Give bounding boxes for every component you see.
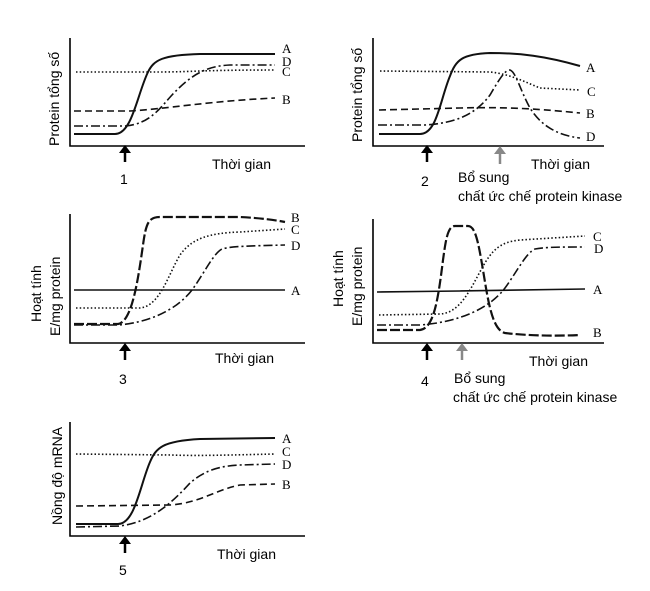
panel-3-label-D: D	[291, 238, 300, 253]
panel-2-note-line2: chất ức chế protein kinase	[458, 188, 622, 204]
panel-2-arrow-icon	[421, 145, 433, 162]
panel-2-inhibitor-arrow-icon	[494, 146, 506, 164]
panel-2-axes	[372, 38, 604, 147]
panel-5-number: 5	[119, 562, 127, 578]
panel-3-ylabel-line2: E/mg protein	[47, 257, 63, 336]
panel-4: Hoạt tính E/mg protein C D A B Thời gian…	[330, 219, 617, 405]
panel-4-note-line2: chất ức chế protein kinase	[453, 389, 617, 405]
panel-4-curve-D	[377, 246, 586, 326]
panel-3-curve-D	[74, 244, 286, 326]
panel-1-curve-D	[74, 64, 275, 127]
panel-5-label-B: B	[282, 477, 291, 492]
panel-1-curve-A	[74, 53, 275, 135]
panel-5-curve-C	[75, 453, 276, 457]
panel-2-curve-B	[378, 106, 581, 114]
panel-2-ylabel: Protein tổng số	[349, 48, 365, 142]
panel-2-label-B: B	[586, 106, 595, 121]
panel-4-axes	[372, 219, 604, 344]
panel-5: Nồng độ mRNA A C D B Thời gian 5	[49, 422, 305, 578]
panel-3-label-C: C	[291, 222, 300, 237]
panel-2-number: 2	[421, 173, 429, 189]
panel-2-label-C: C	[587, 84, 596, 99]
panel-2-curve-D	[378, 69, 581, 139]
panel-1-arrow-icon	[119, 145, 131, 162]
panel-1-xlabel: Thời gian	[212, 156, 271, 172]
panel-1-curve-B	[74, 97, 276, 112]
panel-4-label-B: B	[593, 325, 602, 340]
panel-1-label-D: D	[282, 54, 291, 69]
panel-5-axes	[69, 422, 305, 537]
panel-3-number: 3	[119, 371, 127, 387]
panel-1: Protein tổng số A D C B Thời gian 1	[46, 38, 305, 187]
panel-5-ylabel: Nồng độ mRNA	[49, 426, 65, 525]
panel-5-label-A: A	[282, 431, 292, 446]
panel-3-axes	[69, 214, 305, 344]
panel-4-curve-B	[377, 224, 581, 337]
panel-3-xlabel: Thời gian	[215, 350, 274, 366]
panel-4-inhibitor-arrow-icon	[456, 343, 468, 360]
panel-5-arrow-icon	[119, 536, 131, 553]
panel-1-label-B: B	[282, 92, 291, 107]
panel-3-curve-C	[76, 228, 286, 309]
panel-4-ylabel-line2: E/mg protein	[349, 247, 365, 326]
panel-1-label-C: C	[282, 64, 291, 79]
panel-5-curve-B	[75, 483, 276, 507]
panel-5-curve-A	[76, 437, 276, 525]
panel-5-xlabel: Thời gian	[217, 546, 276, 562]
panel-2-label-D: D	[586, 129, 595, 144]
panel-4-curve-A	[376, 288, 586, 293]
panel-4-note-line1: Bổ sung	[454, 370, 505, 386]
panel-4-xlabel: Thời gian	[529, 353, 588, 369]
panel-2-label-A: A	[586, 60, 596, 75]
panel-1-axes	[69, 38, 305, 147]
panel-4-ylabel-line1: Hoạt tính	[330, 250, 346, 307]
panel-3-ylabel-line1: Hoạt tính	[28, 265, 44, 322]
panel-2-note-line1: Bổ sung	[458, 169, 509, 185]
panel-3-label-A: A	[291, 283, 301, 298]
panel-1-curve-C	[76, 69, 276, 73]
panel-2-curve-A	[379, 51, 581, 135]
panel-4-arrow-icon	[421, 343, 433, 360]
panel-5-label-C: C	[282, 444, 291, 459]
panel-2-xlabel: Thời gian	[531, 156, 590, 172]
panel-3-curve-B	[74, 215, 286, 326]
panel-2-curve-C	[379, 70, 581, 91]
panel-2: Protein tổng số A C B D Thời gian 2 Bổ s…	[349, 38, 622, 204]
panel-5-label-D: D	[282, 457, 291, 472]
panel-1-number: 1	[120, 171, 128, 187]
panel-4-label-C: C	[593, 229, 602, 244]
panel-4-label-D: D	[594, 241, 603, 256]
panel-1-label-A: A	[282, 41, 292, 56]
panel-3-arrow-icon	[119, 343, 131, 360]
panel-1-ylabel: Protein tổng số	[46, 52, 62, 146]
panel-4-number: 4	[421, 373, 429, 389]
panel-3-label-B: B	[291, 210, 300, 225]
panel-5-curve-D	[75, 463, 276, 528]
panel-4-label-A: A	[593, 282, 603, 297]
panel-3: Hoạt tính E/mg protein B C D A Thời gian…	[28, 210, 305, 387]
